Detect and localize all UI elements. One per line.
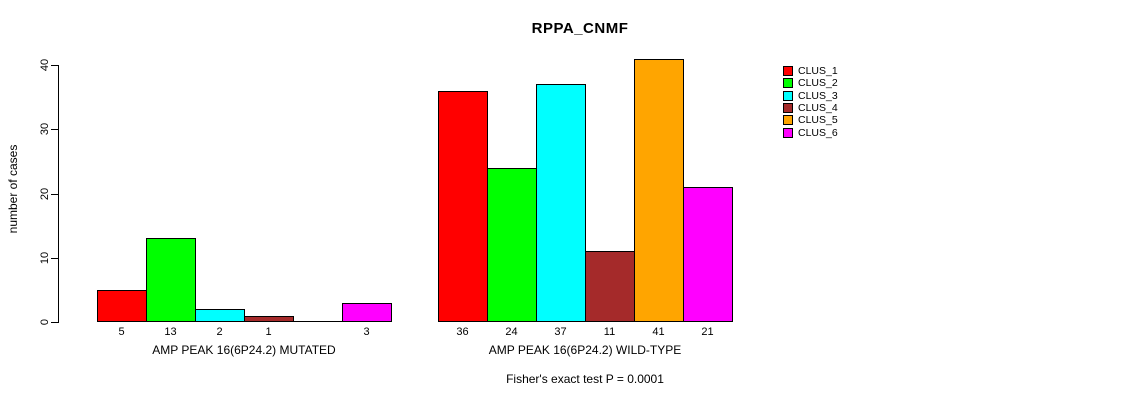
bar-value-wild-type-clus-6: 21: [701, 326, 714, 338]
legend-swatch-clus-5: [783, 115, 793, 126]
bar-value-mutated-clus-4: 1: [265, 326, 272, 338]
bar-wild-type-clus-1: [438, 91, 488, 322]
bar-mutated-clus-1: [97, 290, 147, 322]
legend-label-clus-2: CLUS_2: [798, 77, 838, 90]
bar-value-mutated-clus-3: 2: [216, 326, 223, 338]
bar-wild-type-clus-2: [487, 168, 537, 322]
legend-label-clus-3: CLUS_3: [798, 89, 838, 102]
bar-mutated-clus-3: [195, 309, 245, 322]
bar-value-wild-type-clus-4: 11: [603, 326, 616, 338]
y-tick-mark-0: [51, 322, 58, 323]
bar-value-wild-type-clus-5: 41: [652, 326, 665, 338]
x-axis-group-label-wild-type: AMP PEAK 16(6P24.2) WILD-TYPE: [488, 343, 682, 357]
x-axis-group-label-mutated: AMP PEAK 16(6P24.2) MUTATED: [152, 343, 336, 357]
bar-value-mutated-clus-6: 3: [363, 326, 370, 338]
bar-value-wild-type-clus-3: 37: [554, 326, 567, 338]
legend-label-clus-1: CLUS_1: [798, 65, 838, 77]
legend-swatch-clus-2: [783, 78, 793, 89]
bar-mutated-clus-4: [244, 316, 294, 322]
y-tick-mark-20: [51, 194, 58, 195]
bar-wild-type-clus-5: [634, 59, 684, 322]
legend-swatch-clus-6: [783, 127, 793, 138]
y-tick-mark-30: [51, 129, 58, 130]
y-tick-mark-10: [51, 258, 58, 259]
bar-mutated-clus-6: [342, 303, 392, 322]
legend-label-clus-6: CLUS_6: [798, 126, 838, 139]
bar-wild-type-clus-6: [683, 187, 733, 322]
legend-label-clus-4: CLUS_4: [798, 101, 838, 114]
y-axis-line: [58, 65, 59, 323]
bar-mutated-clus-2: [146, 238, 196, 322]
bar-value-mutated-clus-1: 5: [118, 326, 125, 338]
bar-value-wild-type-clus-1: 36: [456, 326, 469, 338]
bar-value-mutated-clus-2: 13: [164, 326, 177, 338]
bar-value-wild-type-clus-2: 24: [505, 326, 518, 338]
chart-title: RPPA_CNMF: [531, 20, 629, 37]
y-tick-mark-40: [51, 65, 58, 66]
legend-swatch-clus-1: [783, 66, 793, 76]
legend-label-clus-5: CLUS_5: [798, 114, 838, 127]
bar-wild-type-clus-3: [536, 84, 586, 322]
legend-swatch-clus-3: [783, 90, 793, 101]
bar-mutated-clus-5-zero: [293, 321, 343, 322]
legend-swatch-clus-4: [783, 102, 793, 113]
fisher-exact-test-annotation: Fisher's exact test P = 0.0001: [506, 372, 664, 386]
